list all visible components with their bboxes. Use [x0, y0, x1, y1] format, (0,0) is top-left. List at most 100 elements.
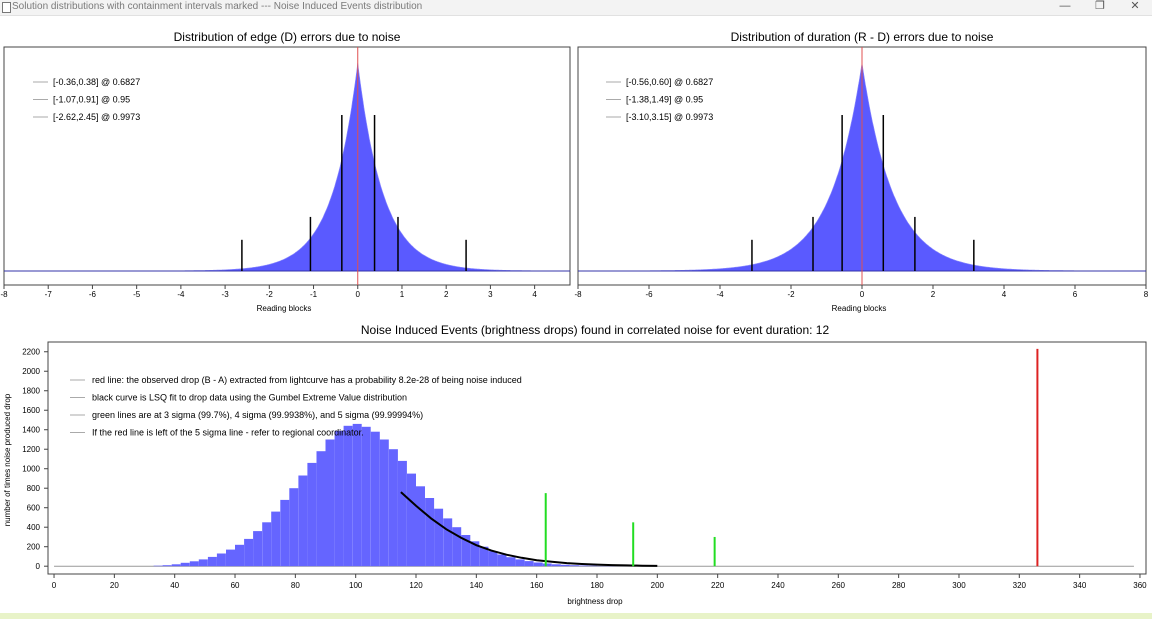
chart-3-x-tick-label-7: 120 — [409, 581, 423, 590]
chart-3-y-tick-label-1: 0 — [36, 562, 41, 571]
chart-2-x-tick-label-1: -8 — [574, 290, 582, 299]
chart-2-legend-item-1: [-0.56,0.60] @ 0.6827 — [626, 77, 713, 87]
chart-3-x-tick-label-4: 60 — [231, 581, 240, 590]
chart-2-legend-item-3: [-3.10,3.15] @ 0.9973 — [626, 112, 713, 122]
chart-3-x-tick-label-9: 160 — [530, 581, 544, 590]
chart-1-x-tick-label-6: -3 — [222, 290, 230, 299]
chart-3-bar-40 — [506, 557, 516, 567]
chart-3-y-tick-label-6: 1000 — [22, 465, 40, 474]
chart-3-gumbel-fit-curve — [400, 491, 658, 567]
chart-3-bar-9 — [226, 549, 235, 567]
chart-3-bar-38 — [488, 551, 498, 567]
chart-3-bar-25 — [370, 431, 380, 567]
chart-3-y-tick-label-3: 400 — [27, 523, 41, 532]
chart-2-legend-item-2: [-1.38,1.49] @ 0.95 — [626, 95, 703, 105]
chart-3-plot-frame — [47, 341, 1147, 575]
chart-2-x-tick-label-2: -6 — [645, 290, 653, 299]
chart-3-y-tick-label-8: 1400 — [22, 426, 40, 435]
chart-1-title: Distribution of edge (D) errors due to n… — [174, 30, 401, 44]
chart-1-x-axis-label: Reading blocks — [257, 304, 312, 313]
chart-3-y-tick-label-9: 1600 — [22, 406, 40, 415]
bottom-strip — [0, 613, 1152, 619]
chart-1-x-tick-label-10: 1 — [400, 290, 405, 299]
chart-1-legend-item-2: [-1.07,0.91] @ 0.95 — [53, 95, 130, 105]
chart-3-x-tick-label-10: 180 — [590, 581, 604, 590]
chart-1-legend-item-3: [-2.62,2.45] @ 0.9973 — [53, 112, 140, 122]
chart-3-bar-12 — [253, 531, 263, 567]
chart-3-x-tick-label-12: 220 — [711, 581, 725, 590]
chart-3-x-tick-label-18: 340 — [1073, 581, 1087, 590]
chart-3-x-tick-label-13: 240 — [771, 581, 785, 590]
chart-3-bar-19 — [316, 451, 326, 567]
chart-3-x-tick-label-14: 260 — [832, 581, 846, 590]
chart-3-bar-24 — [361, 426, 371, 567]
chart-3-bar-45 — [551, 564, 561, 567]
chart-3-bar-27 — [388, 449, 398, 567]
chart-3-bar-33 — [443, 518, 453, 567]
chart-3-bar-29 — [407, 473, 416, 567]
chart-2-x-axis-label: Reading blocks — [832, 304, 887, 313]
chart-1-x-tick-label-11: 2 — [444, 290, 449, 299]
chart-2-x-tick-label-5: 0 — [860, 290, 865, 299]
chart-3-x-tick-label-15: 280 — [892, 581, 906, 590]
chart-3-bar-3 — [171, 564, 181, 567]
chart-2-title: Distribution of duration (R - D) errors … — [731, 30, 994, 44]
chart-3-bar-30 — [416, 486, 425, 567]
chart-3-y-tick-label-7: 1200 — [22, 445, 40, 454]
app-icon — [2, 2, 11, 13]
chart-3-bar-20 — [325, 439, 335, 567]
chart-3-x-tick-label-3: 40 — [170, 581, 179, 590]
chart-3-bar-42 — [524, 561, 534, 567]
chart-3-bar-10 — [235, 544, 244, 567]
chart-3-bar-8 — [216, 553, 226, 567]
chart-1-x-tick-label-7: -2 — [266, 290, 274, 299]
restore-button[interactable]: ❐ — [1095, 0, 1105, 12]
chart-3-bar-13 — [262, 522, 272, 567]
chart-3-y-tick-label-12: 2200 — [22, 348, 40, 357]
chart-3-title: Noise Induced Events (brightness drops) … — [361, 323, 830, 337]
chart-3-legend-item-3: green lines are at 3 sigma (99.7%), 4 si… — [92, 410, 423, 420]
chart-3-x-axis-label: brightness drop — [567, 597, 623, 606]
chart-2-x-tick-label-4: -2 — [787, 290, 795, 299]
chart-3-bar-35 — [461, 535, 471, 567]
chart-3-bar-39 — [497, 554, 507, 567]
chart-2-x-tick-label-3: -4 — [716, 290, 724, 299]
close-button[interactable]: ✕ — [1130, 0, 1140, 12]
chart-3-bar-28 — [397, 460, 407, 567]
chart-3-bar-22 — [343, 425, 353, 567]
chart-3-bar-32 — [434, 508, 444, 567]
chart-3-bar-41 — [515, 559, 525, 567]
chart-1-plot-frame — [3, 46, 571, 286]
charts-area: Distribution of edge (D) errors due to n… — [0, 30, 1148, 606]
chart-1-x-tick-label-5: -4 — [177, 290, 185, 299]
chart-3-x-tick-label-17: 320 — [1013, 581, 1027, 590]
window-titlebar: Solution distributions with containment … — [0, 0, 1152, 16]
chart-2-x-tick-label-6: 2 — [931, 290, 936, 299]
chart-3-legend-item-4: If the red line is left of the 5 sigma l… — [92, 428, 364, 438]
chart-3-bar-34 — [452, 527, 462, 567]
chart-3-bar-46 — [560, 564, 570, 567]
chart-3-y-axis-label: number of times noise produced drop — [3, 393, 12, 526]
window-title: Solution distributions with containment … — [12, 1, 423, 12]
chart-3-bar-44 — [542, 563, 552, 567]
chart-3-x-tick-label-8: 140 — [470, 581, 484, 590]
chart-3-legend-item-1: red line: the observed drop (B - A) extr… — [92, 375, 522, 385]
chart-1-x-tick-label-9: 0 — [356, 290, 361, 299]
minimize-button[interactable]: — — [1059, 0, 1071, 12]
chart-1-legend-item-1: [-0.36,0.38] @ 0.6827 — [53, 77, 140, 87]
chart-3-bar-7 — [207, 556, 217, 567]
chart-3-bar-11 — [244, 538, 254, 567]
chart-3-bar-2 — [162, 565, 172, 567]
chart-3-bar-48 — [578, 565, 588, 567]
chart-3-bar-1 — [153, 565, 163, 567]
chart-3-legend-item-2: black curve is LSQ fit to drop data usin… — [92, 393, 407, 403]
chart-1-x-tick-label-12: 3 — [488, 290, 493, 299]
chart-3-x-tick-label-5: 80 — [291, 581, 300, 590]
chart-3-y-tick-label-2: 200 — [27, 543, 41, 552]
chart-3-bar-43 — [533, 562, 543, 567]
chart-2-x-tick-label-8: 6 — [1073, 290, 1078, 299]
chart-3-y-tick-label-5: 800 — [27, 484, 41, 493]
chart-3-bar-26 — [379, 439, 389, 567]
chart-3-bar-16 — [289, 488, 299, 567]
chart-3-bar-21 — [334, 430, 344, 567]
